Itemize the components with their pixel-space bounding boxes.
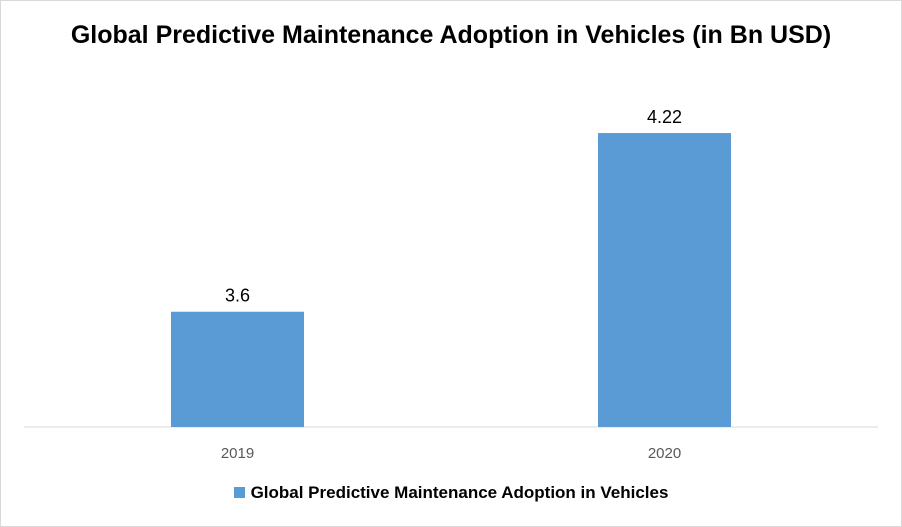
bar-2019 [171,311,304,427]
legend-label: Global Predictive Maintenance Adoption i… [250,483,669,502]
x-tick-label-2019: 2019 [221,445,254,462]
chart-title: Global Predictive Maintenance Adoption i… [70,21,832,49]
legend: Global Predictive Maintenance Adoption i… [0,483,902,503]
legend-swatch [233,487,245,498]
data-label-2019: 3.6 [225,286,250,306]
x-tick-label-2020: 2020 [648,445,681,462]
bar-2020 [598,133,731,427]
data-label-2020: 4.22 [647,107,682,127]
